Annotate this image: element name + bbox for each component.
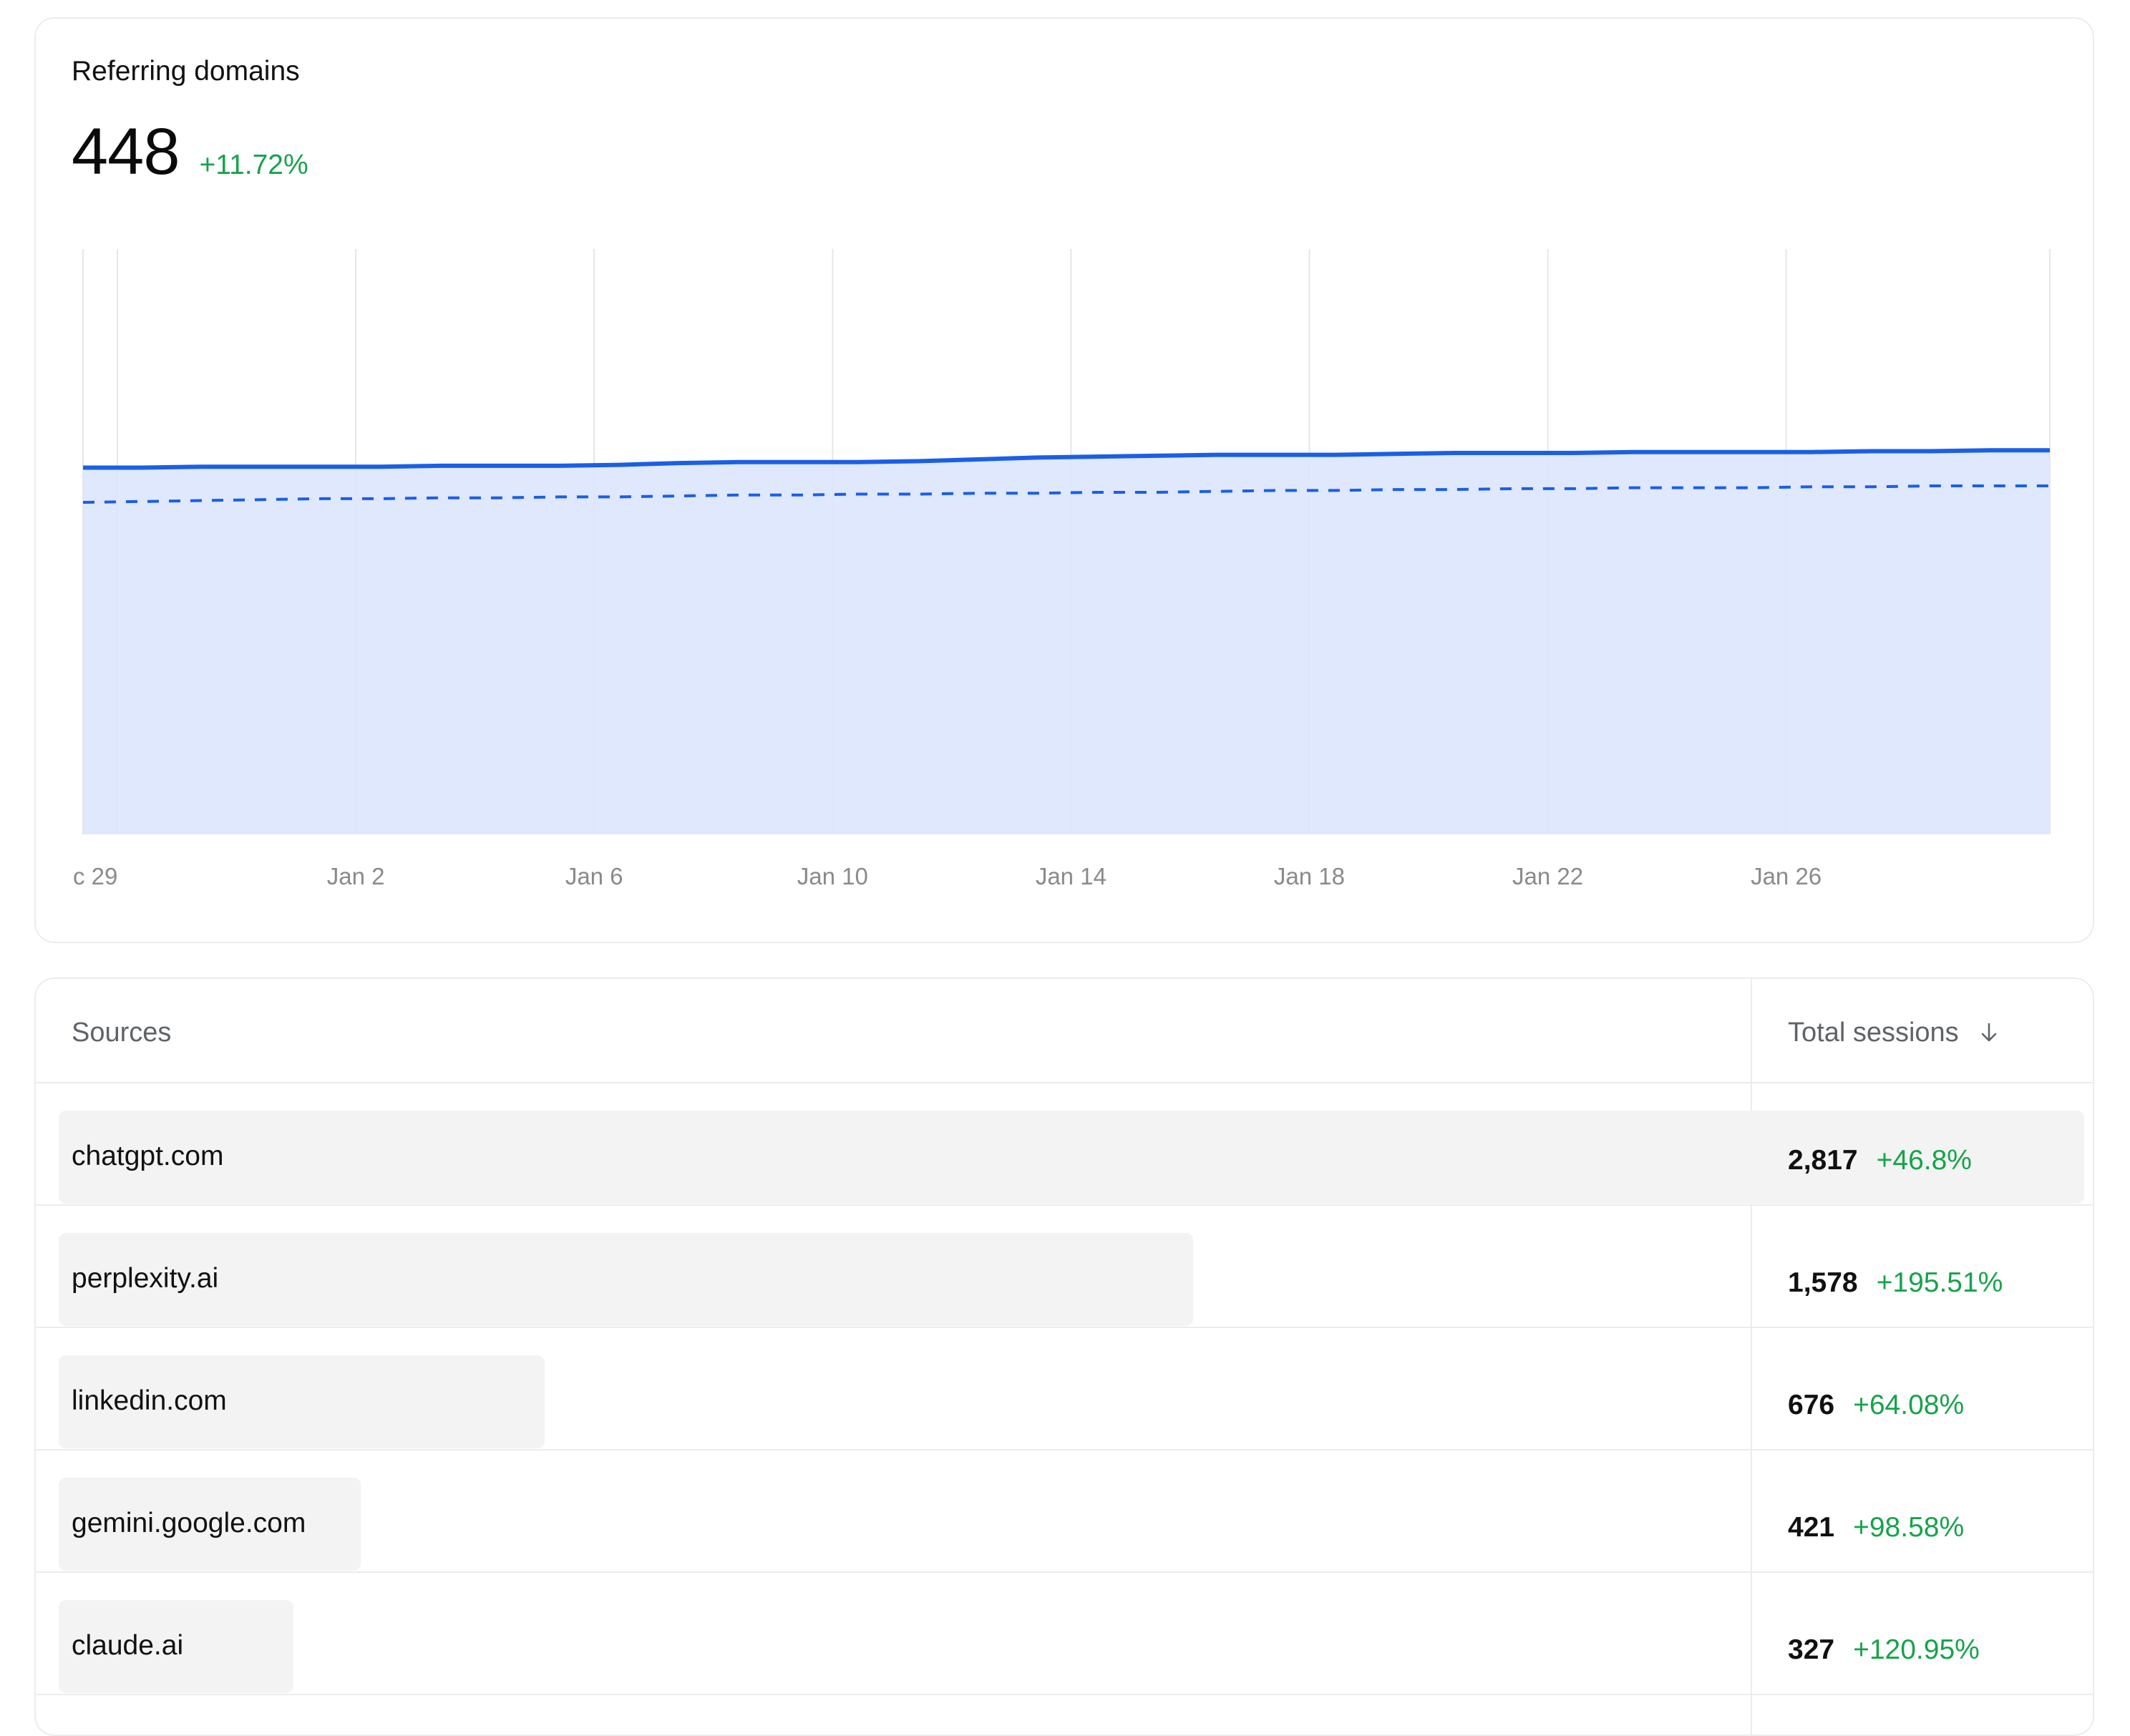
source-name: claude.ai [72, 1630, 184, 1661]
primary-series-line[interactable] [83, 448, 2050, 470]
share-bar [59, 1111, 2084, 1204]
x-axis-ticks: c 29 Jan 2 Jan 6 Jan 10 Jan 14 Jan 18 Jan 22 Ja… [73, 863, 1822, 889]
kpi-change: +11.72% [199, 150, 308, 180]
total-sessions-column-header[interactable]: Total sessions [1788, 1019, 1998, 1046]
row-metrics: 421 +98.58% [1788, 1513, 1964, 1541]
table-row[interactable]: chatgpt.com 2,817 +46.8% [36, 1083, 2093, 1206]
row-metrics: 1,578 +195.51% [1788, 1269, 2003, 1297]
x-tick-label: Jan 18 [1274, 863, 1345, 889]
arrow-down-icon[interactable] [1980, 1022, 1998, 1043]
x-tick-label: Jan 10 [797, 863, 868, 889]
total-sessions-header-label: Total sessions [1788, 1018, 1959, 1048]
row-metrics: 2,817 +46.8% [1788, 1146, 1972, 1174]
referring-domains-card: Referring domains 448 +11.72% c 29 Jan 2 J… [34, 17, 2094, 943]
sessions-value: 327 [1788, 1634, 1835, 1665]
sessions-value: 421 [1788, 1512, 1835, 1543]
sources-column-header: Sources [72, 1018, 172, 1048]
x-tick-label: Jan 14 [1036, 863, 1107, 889]
x-tick-label: Jan 6 [565, 863, 623, 889]
column-divider [1751, 979, 1752, 1735]
sessions-change: +98.58% [1853, 1512, 1965, 1543]
sources-table: Sources Total sessions chatgpt.com 2,817… [34, 977, 2094, 1736]
share-bar [59, 1600, 293, 1693]
referring-domains-chart[interactable]: c 29 Jan 2 Jan 6 Jan 10 Jan 14 Jan 18 Jan 22 Ja… [36, 19, 2093, 942]
table-row[interactable]: claude.ai 327 +120.95% [36, 1573, 2093, 1695]
row-metrics: 327 +120.95% [1788, 1636, 1980, 1664]
source-name: linkedin.com [72, 1385, 227, 1416]
x-tick-label: Jan 26 [1751, 863, 1822, 889]
kpi-value: 448 [72, 115, 180, 188]
kpi-row: 448 +11.72% [72, 119, 308, 185]
sessions-change: +120.95% [1853, 1634, 1980, 1665]
comparison-series-line[interactable] [82, 484, 2050, 504]
share-bar [59, 1233, 1193, 1326]
sessions-change: +195.51% [1876, 1267, 2003, 1298]
sessions-value: 1,578 [1788, 1267, 1858, 1298]
share-bar [59, 1478, 361, 1571]
sessions-change: +46.8% [1876, 1145, 1972, 1176]
table-header: Sources Total sessions [36, 979, 2093, 1083]
source-name: gemini.google.com [72, 1508, 306, 1538]
x-tick-label: c 29 [73, 863, 117, 889]
table-row[interactable]: linkedin.com 676 +64.08% [36, 1328, 2093, 1450]
row-metrics: 676 +64.08% [1788, 1391, 1964, 1419]
source-name: chatgpt.com [72, 1141, 224, 1171]
sessions-value: 676 [1788, 1390, 1835, 1420]
table-row[interactable]: gemini.google.com 421 +98.58% [36, 1450, 2093, 1573]
source-name: perplexity.ai [72, 1263, 219, 1294]
share-bar [59, 1355, 545, 1448]
sessions-change: +64.08% [1853, 1390, 1965, 1420]
series-area-fill [83, 450, 2050, 834]
table-row[interactable]: perplexity.ai 1,578 +195.51% [36, 1206, 2093, 1328]
sessions-value: 2,817 [1788, 1145, 1858, 1176]
card-title: Referring domains [72, 56, 300, 87]
x-tick-label: Jan 22 [1512, 863, 1583, 889]
x-tick-label: Jan 2 [327, 863, 385, 889]
